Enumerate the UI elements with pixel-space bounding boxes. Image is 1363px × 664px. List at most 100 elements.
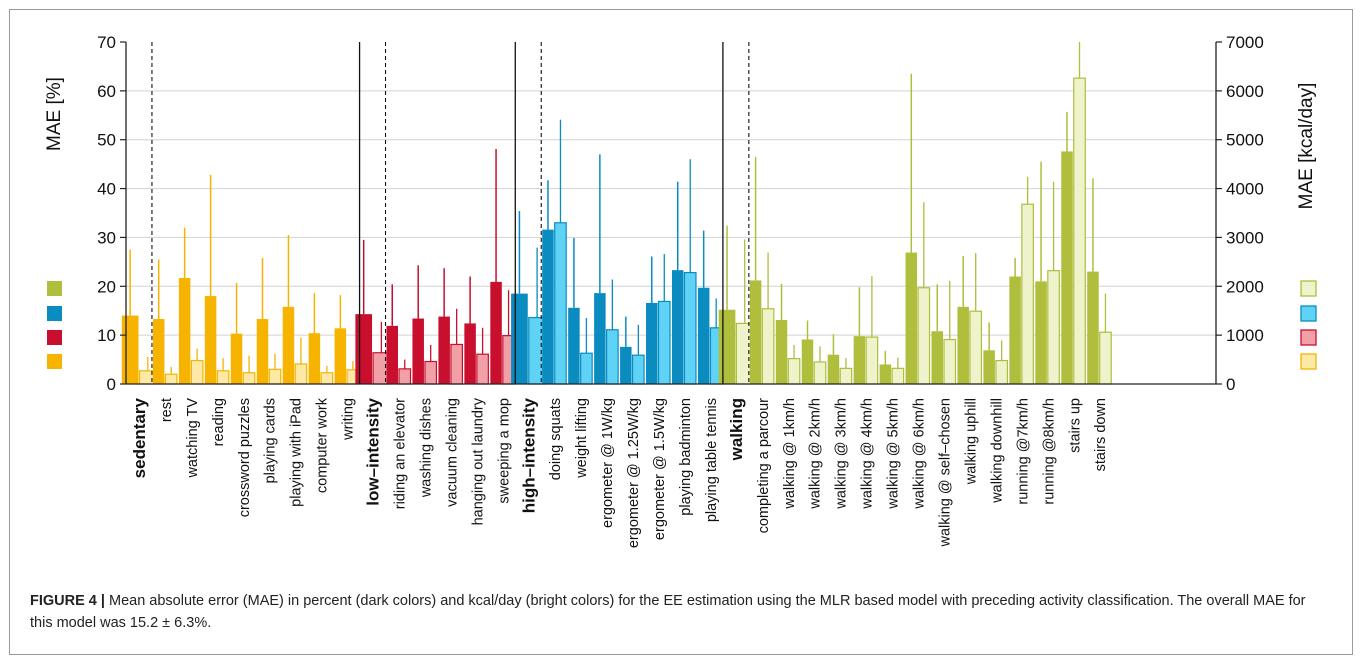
group-separators [151, 42, 750, 384]
bar-pct [178, 277, 191, 384]
x-label: walking @ 2km/h [808, 398, 824, 510]
bar-pct [718, 309, 736, 384]
bar-kcal [631, 354, 645, 385]
y-tick-label-left: 0 [107, 375, 116, 394]
x-label: running @8km/h [1041, 398, 1057, 505]
bar-kcal [865, 336, 879, 385]
bar-kcal [657, 300, 671, 385]
bar-pct [671, 270, 684, 384]
x-label: ergometer @ 1.5W/kg [652, 398, 668, 540]
x-label: walking @ 4km/h [860, 398, 876, 510]
y-tick-label-right: 4000 [1226, 180, 1264, 199]
bar-kcal [995, 359, 1009, 385]
bar-pct [542, 229, 554, 384]
bar-kcal [268, 368, 282, 385]
bar-pct [697, 287, 710, 384]
bar-kcal [554, 222, 567, 385]
bar-kcal [1047, 270, 1060, 385]
x-label: ergometer @ 1W/kg [600, 398, 616, 528]
x-label-group: sedentary [130, 397, 149, 478]
bar-pct [620, 346, 632, 384]
bar-pct [646, 302, 658, 384]
x-label: stairs up [1067, 398, 1083, 453]
y-axis-label-left: MAE [%] [44, 77, 65, 151]
bar-kcal [813, 361, 827, 385]
bar-kcal [476, 353, 489, 385]
x-label: walking @ 5km/h [886, 398, 902, 510]
bar-kcal [787, 357, 801, 385]
bar-pct [827, 354, 840, 384]
bar-kcal [1099, 331, 1112, 385]
bar-kcal [190, 359, 204, 385]
x-label: sweeping a mop [496, 398, 512, 504]
legend-swatch-light [1300, 280, 1317, 297]
y-tick-label-left: 20 [97, 277, 116, 296]
bar-pct [282, 306, 295, 384]
legend [47, 280, 1317, 370]
bar-kcal [424, 360, 438, 385]
bar-pct [1061, 151, 1073, 384]
bar-kcal [398, 368, 412, 385]
y-tick-label-right: 0 [1226, 375, 1235, 394]
y-tick-label-left: 40 [97, 180, 116, 199]
bar-kcal [1073, 77, 1086, 385]
axes: 0 0 10 1000 20 2000 30 3000 40 4000 50 5000 60 6000 70… [97, 33, 1264, 394]
bar-pct [594, 293, 606, 384]
bar-pct [801, 339, 814, 384]
bar-pct [853, 336, 866, 384]
bar-kcal [683, 272, 697, 385]
bar-kcal [580, 352, 593, 385]
bar-pct [511, 293, 528, 384]
bar-kcal [294, 363, 308, 385]
bar-kcal [606, 329, 619, 385]
bar-kcal [216, 370, 230, 385]
x-label: walking uphill [963, 398, 979, 485]
caption-text: Mean absolute error (MAE) in percent (da… [30, 593, 1306, 631]
x-label: computer work [315, 397, 331, 493]
x-label: ergometer @ 1.25W/kg [626, 398, 642, 548]
y-axis-label-right: MAE [kcal/day] [1296, 83, 1317, 210]
bar-pct [749, 280, 762, 384]
bar-kcal [839, 367, 853, 385]
bar-kcal [1021, 203, 1034, 385]
y-tick-label-left: 10 [97, 326, 116, 345]
bar-pct [230, 333, 243, 384]
x-tick-labels: sedentary rest watching TV reading crossword… [130, 397, 1109, 548]
legend-swatch-dark [47, 306, 62, 321]
gridlines [126, 90, 1216, 336]
y-tick-label-right: 6000 [1226, 82, 1264, 101]
y-tick-label-left: 50 [97, 131, 116, 150]
bar-pct [1087, 271, 1099, 384]
figure-caption: FIGURE 4 | Mean absolute error (MAE) in … [30, 590, 1330, 634]
y-tick-label-right: 1000 [1226, 326, 1264, 345]
bars [121, 42, 1112, 385]
bar-pct [412, 318, 424, 384]
bar-pct [464, 323, 476, 384]
bar-kcal [242, 372, 256, 385]
x-label: walking @ self–chosen [938, 398, 954, 548]
bar-pct [957, 306, 969, 384]
bar-pct [775, 319, 788, 384]
y-tick-label-right: 7000 [1226, 33, 1264, 52]
x-label: completing a parcour [756, 398, 772, 534]
bar-pct [1009, 276, 1021, 384]
x-label: walking @ 6km/h [912, 398, 928, 510]
legend-swatch-dark [47, 281, 62, 296]
y-tick-label-right: 3000 [1226, 228, 1264, 247]
x-label: running @7km/h [1015, 398, 1031, 505]
bar-pct [386, 325, 398, 384]
legend-swatch-light [1300, 353, 1317, 370]
bar-pct [438, 316, 450, 384]
x-label: weight lifting [574, 398, 590, 479]
x-label: vacuum cleaning [444, 398, 460, 507]
x-label: writing [341, 398, 357, 441]
x-label: riding an elevator [393, 398, 409, 509]
y-tick-label-right: 2000 [1226, 277, 1264, 296]
x-label: playing badminton [678, 398, 694, 516]
mae-bar-chart: 0 0 10 1000 20 2000 30 3000 40 4000 50 5000 60 6000 70… [44, 33, 1317, 548]
legend-swatch-dark [47, 330, 62, 345]
x-label: doing squats [548, 398, 564, 480]
bar-pct [931, 331, 943, 384]
bar-kcal [969, 310, 983, 385]
bar-kcal [450, 343, 464, 385]
